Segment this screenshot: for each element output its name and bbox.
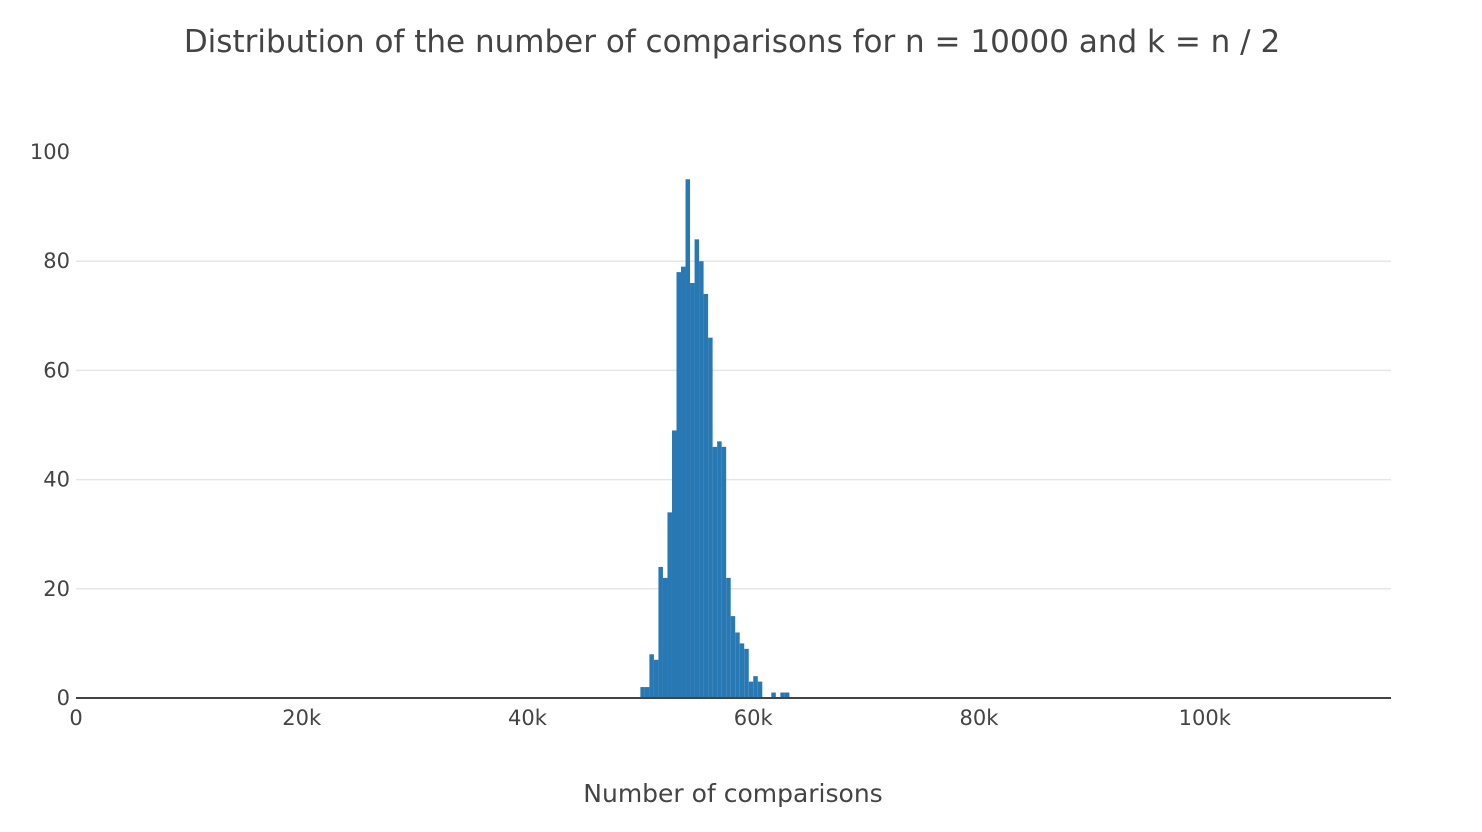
x-axis-ticks: 0 20k 40k 60k 80k 100k bbox=[69, 706, 1231, 730]
y-axis-ticks: 0 20 40 60 80 100 bbox=[30, 140, 70, 710]
histogram-bar bbox=[721, 446, 727, 698]
histogram-bar bbox=[739, 643, 745, 698]
histogram-bar bbox=[730, 616, 736, 698]
histogram-bar bbox=[644, 687, 650, 698]
y-tick-label: 100 bbox=[30, 140, 70, 164]
x-tick-label: 40k bbox=[508, 706, 548, 730]
histogram-bar bbox=[671, 430, 677, 698]
histogram-bar bbox=[748, 681, 754, 698]
x-tick-label: 60k bbox=[734, 706, 774, 730]
y-tick-label: 60 bbox=[43, 358, 70, 382]
histogram-bar bbox=[681, 266, 686, 698]
y-tick-label: 0 bbox=[57, 686, 70, 710]
histogram-bar bbox=[771, 692, 776, 698]
x-tick-label: 20k bbox=[282, 706, 322, 730]
histogram-bar bbox=[649, 654, 654, 698]
histogram-bar bbox=[780, 692, 785, 698]
y-tick-label: 80 bbox=[43, 249, 70, 273]
histogram-bar bbox=[708, 337, 713, 698]
histogram-bar bbox=[717, 441, 722, 698]
histogram-bar bbox=[653, 659, 659, 698]
histogram-bar bbox=[753, 676, 758, 698]
histogram-bar bbox=[640, 687, 645, 698]
chart-title: Distribution of the number of comparison… bbox=[184, 24, 1280, 60]
y-tick-label: 40 bbox=[43, 468, 70, 492]
histogram-bar bbox=[735, 632, 740, 698]
x-tick-label: 80k bbox=[960, 706, 1000, 730]
histogram-bar bbox=[712, 446, 718, 698]
histogram-bar bbox=[662, 577, 668, 698]
histogram-bar bbox=[757, 681, 763, 698]
histogram-bar bbox=[685, 179, 691, 699]
x-tick-label: 0 bbox=[69, 706, 82, 730]
histogram-bar bbox=[694, 239, 700, 699]
histogram-bar bbox=[703, 293, 709, 698]
histogram-bar bbox=[726, 577, 731, 698]
gridlines bbox=[76, 260, 1391, 590]
histogram-bar bbox=[699, 261, 704, 698]
histogram-bar bbox=[690, 283, 695, 698]
x-axis-title: Number of comparisons bbox=[583, 779, 882, 808]
histogram-bar bbox=[667, 512, 672, 698]
x-tick-label: 100k bbox=[1179, 706, 1232, 730]
histogram-bars bbox=[640, 179, 790, 699]
histogram-bar bbox=[784, 692, 790, 698]
histogram-bar bbox=[676, 272, 682, 698]
y-tick-label: 20 bbox=[43, 577, 70, 601]
histogram-bar bbox=[744, 648, 749, 698]
histogram-bar bbox=[658, 566, 663, 698]
